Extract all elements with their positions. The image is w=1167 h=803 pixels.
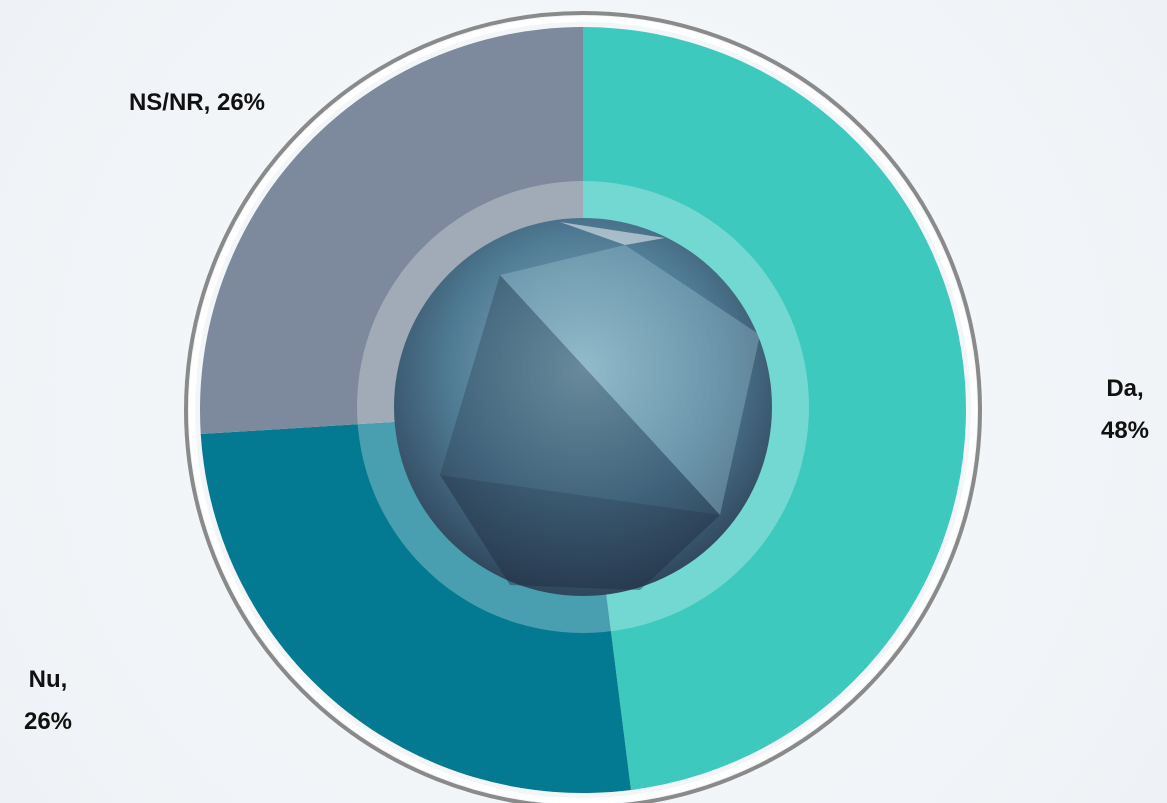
data-label: Nu, 26% <box>8 659 88 743</box>
data-label: Da, 48% <box>1085 368 1165 452</box>
page: Da, 48% Nu, 26% NS/NR, 26% <box>0 0 1167 803</box>
data-label: NS/NR, 26% <box>87 82 307 124</box>
